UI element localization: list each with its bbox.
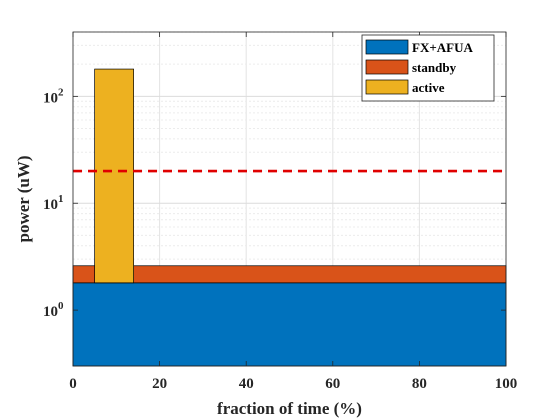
series-area-standby — [72, 265, 507, 284]
series-area-active — [94, 68, 134, 284]
legend-label: active — [412, 80, 445, 95]
legend-swatch — [365, 39, 409, 55]
legend-label: FX+AFUA — [412, 40, 473, 55]
plot-frame — [72, 31, 507, 367]
legend-swatch — [365, 79, 409, 95]
x-tick-label: 80 — [412, 376, 427, 392]
series-area-fx-afua — [72, 282, 507, 367]
series-areas — [72, 68, 507, 367]
legend: FX+AFUA standby active — [361, 34, 495, 102]
x-tick-label: 60 — [325, 376, 340, 392]
y-axis-label: power (uW) — [14, 155, 33, 242]
y-tick-label: 101 — [43, 193, 64, 213]
legend-label: standby — [412, 60, 457, 75]
y-tick-label: 102 — [43, 86, 64, 106]
x-tick-label: 20 — [152, 376, 167, 392]
x-axis-label: fraction of time (%) — [217, 399, 362, 418]
legend-swatch — [365, 59, 409, 75]
x-tick-label: 40 — [239, 376, 254, 392]
axis-ticks: 0 20 40 60 80 100 100 101 102 — [43, 32, 517, 392]
x-tick-label: 100 — [495, 376, 518, 392]
y-tick-label: 100 — [43, 300, 64, 320]
x-tick-label: 0 — [69, 376, 77, 392]
